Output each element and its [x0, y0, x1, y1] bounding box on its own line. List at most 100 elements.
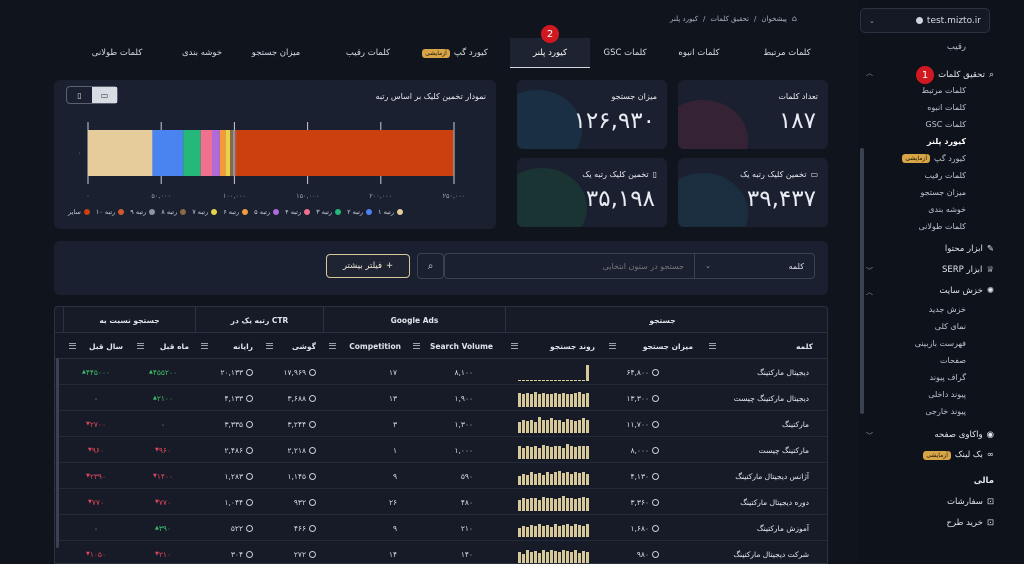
- table-row[interactable]: آموزش مارکتینگ ۱,۶۸۰ ۲۱۰ ۹ ۴۶۶ ۵۲۲ ۳۹۰ ▲ ۰: [55, 515, 827, 541]
- desktop-view-button[interactable]: ▭: [92, 87, 117, 103]
- sidebar-item-serp-tools[interactable]: ♕ ابزار SERP: [941, 265, 994, 275]
- zoom-icon[interactable]: [652, 446, 659, 454]
- column-menu-icon[interactable]: [413, 343, 420, 349]
- sidebar-scrollbar[interactable]: [860, 148, 864, 414]
- bar-segment-9[interactable]: [235, 130, 237, 176]
- sidebar-subitem[interactable]: کیورد گپ آزمایشی: [902, 154, 966, 163]
- legend-item[interactable]: رتبه ۲: [347, 208, 373, 216]
- zoom-icon[interactable]: [246, 498, 253, 506]
- zoom-icon[interactable]: [246, 550, 253, 558]
- bar-segment-6[interactable]: [225, 130, 231, 176]
- bar-segment-10[interactable]: [236, 130, 454, 176]
- column-menu-icon[interactable]: [511, 343, 518, 349]
- table-row[interactable]: دوره دیجیتال مارکتینگ ۳,۳۶۰ ۴۸۰ ۲۶ ۹۳۲ ۱,۰۴۴ ۷…: [55, 489, 827, 515]
- tab-4[interactable]: کیورد گپ آزمایشی: [402, 38, 508, 68]
- table-row[interactable]: مارکتینگ ۱۱,۷۰۰ ۱,۳۰۰ ۳ ۳,۲۴۴ ۳,۳۳۵ ۰ ۲۷۰۰ ▼: [55, 411, 827, 437]
- zoom-icon[interactable]: [246, 420, 253, 428]
- sidebar-subitem[interactable]: گراف پیوند: [929, 373, 966, 382]
- bar-segment-3[interactable]: [200, 130, 213, 176]
- mobile-view-button[interactable]: ▯: [67, 87, 92, 103]
- sidebar-item-buy-plan[interactable]: ⊡ خرید طرح: [946, 518, 994, 528]
- table-row[interactable]: دیجیتال مارکتینگ ۶۴,۸۰۰ ۸,۱۰۰ ۱۷ ۱۷,۹۶۹ ۲۰,۱۳…: [55, 359, 827, 385]
- zoom-icon[interactable]: [246, 524, 253, 532]
- column-header-keyword[interactable]: کلمه: [703, 333, 819, 359]
- table-row[interactable]: شرکت دیجیتال مارکتینگ ۹۸۰ ۱۴۰ ۱۴ ۲۷۲ ۳۰۴ ۲۱۰ ▼…: [55, 541, 827, 563]
- column-header-mobile[interactable]: گوشی: [260, 333, 322, 359]
- chevron-down-icon[interactable]: ﹀: [866, 267, 873, 275]
- table-row[interactable]: آژانس دیجیتال مارکتینگ ۴,۱۳۰ ۵۹۰ ۹ ۱,۱۴۵ ۱,۲۸…: [55, 463, 827, 489]
- zoom-icon[interactable]: [652, 420, 659, 428]
- sidebar-subitem[interactable]: نمای کلی: [934, 322, 966, 331]
- tab-2[interactable]: کلمات GSC: [594, 38, 656, 68]
- tab-6[interactable]: میزان جستجو: [244, 38, 308, 68]
- tab-5[interactable]: کلمات رقیب: [338, 38, 398, 68]
- tab-1[interactable]: کلمات انبوه: [668, 38, 730, 68]
- zoom-icon[interactable]: [309, 446, 316, 454]
- tab-3[interactable]: کیورد پلنر: [510, 38, 590, 68]
- sidebar-item-content-tools[interactable]: ✎ ابزار محتوا: [944, 244, 994, 254]
- sidebar-item-page-audit[interactable]: ◉ واکاوی صفحه: [934, 430, 994, 440]
- sidebar-item-research[interactable]: ⌕ تحقیق کلمات 1: [916, 66, 994, 84]
- table-row[interactable]: مارکتینگ چیست ۸,۰۰۰ ۱,۰۰۰ ۱ ۲,۲۱۸ ۲,۴۸۶ ۹۶۰ ▼ ۹…: [55, 437, 827, 463]
- sidebar-subitem[interactable]: کلمات GSC: [925, 120, 966, 129]
- tab-0[interactable]: کلمات مرتبط: [756, 38, 818, 68]
- sidebar-subitem[interactable]: پیوند خارجی: [925, 407, 966, 416]
- bar-segment-0[interactable]: [88, 130, 153, 176]
- chevron-up-icon[interactable]: ︿: [866, 288, 873, 296]
- legend-item[interactable]: رتبه ۹: [130, 208, 156, 216]
- sidebar-item-competitor[interactable]: رقیب: [946, 42, 966, 52]
- zoom-icon[interactable]: [246, 368, 253, 376]
- column-menu-icon[interactable]: [69, 343, 76, 349]
- chevron-up-icon[interactable]: ︿: [866, 69, 873, 77]
- zoom-icon[interactable]: [246, 394, 253, 402]
- sidebar-subitem[interactable]: میزان جستجو: [920, 188, 966, 197]
- column-header-year[interactable]: سال قبل: [63, 333, 129, 359]
- home-icon[interactable]: ⌂: [791, 14, 797, 23]
- more-filters-button[interactable]: + فیلتر بیشتر: [326, 254, 410, 278]
- legend-item[interactable]: سایر: [68, 208, 90, 216]
- zoom-icon[interactable]: [309, 394, 316, 402]
- column-menu-icon[interactable]: [609, 343, 616, 349]
- bar-segment-8[interactable]: [232, 130, 236, 176]
- zoom-icon[interactable]: [246, 446, 253, 454]
- legend-item[interactable]: رتبه ۳: [316, 208, 342, 216]
- zoom-icon[interactable]: [652, 524, 659, 532]
- legend-item[interactable]: رتبه ۱۰: [96, 208, 125, 216]
- zoom-icon[interactable]: [246, 472, 253, 480]
- breadcrumb-item[interactable]: پیشخوان: [761, 14, 787, 23]
- column-header-volume[interactable]: میزان جستجو: [603, 333, 699, 359]
- sidebar-subitem[interactable]: خزش جدید: [928, 305, 966, 314]
- sidebar-subitem[interactable]: کلمات انبوه: [927, 103, 966, 112]
- sidebar-subitem[interactable]: پیوند داخلی: [928, 390, 966, 399]
- sidebar-subitem[interactable]: کلمات مرتبط: [921, 86, 966, 95]
- sidebar-item-crawl[interactable]: ✺ خزش سایت: [939, 286, 994, 296]
- legend-item[interactable]: رتبه ۶: [223, 208, 249, 216]
- zoom-icon[interactable]: [652, 498, 659, 506]
- sidebar-subitem[interactable]: کلمات طولانی: [918, 222, 966, 231]
- zoom-icon[interactable]: [309, 498, 316, 506]
- column-header-comp[interactable]: Competition: [323, 333, 407, 359]
- zoom-icon[interactable]: [309, 368, 316, 376]
- sidebar-item-backlink[interactable]: ∞ بک لینک آزمایشی: [923, 450, 994, 460]
- sidebar-subitem[interactable]: کلمات رقیب: [924, 171, 966, 180]
- column-header-month[interactable]: ماه قبل: [131, 333, 195, 359]
- zoom-icon[interactable]: [652, 550, 659, 558]
- zoom-icon[interactable]: [652, 394, 659, 402]
- sidebar-subitem[interactable]: کیورد پلنر: [927, 137, 966, 146]
- legend-item[interactable]: رتبه ۸: [161, 208, 187, 216]
- column-menu-icon[interactable]: [266, 343, 273, 349]
- legend-item[interactable]: رتبه ۴: [285, 208, 311, 216]
- table-scrollbar[interactable]: [56, 358, 59, 548]
- table-row[interactable]: دیجیتال مارکتینگ چیست ۱۳,۳۰۰ ۱,۹۰۰ ۱۳ ۳,۶۸۸ ۴…: [55, 385, 827, 411]
- sidebar-item-orders[interactable]: ⊡ سفارشات: [947, 497, 994, 507]
- zoom-icon[interactable]: [652, 472, 659, 480]
- legend-item[interactable]: رتبه ۵: [254, 208, 280, 216]
- column-menu-icon[interactable]: [709, 343, 716, 349]
- sidebar-subitem[interactable]: خوشه بندی: [928, 205, 966, 214]
- legend-item[interactable]: رتبه ۷: [192, 208, 218, 216]
- column-header-desktop[interactable]: رایانه: [195, 333, 259, 359]
- sidebar-subitem[interactable]: فهرست بازبینی: [914, 339, 966, 348]
- column-menu-icon[interactable]: [329, 343, 336, 349]
- bar-segment-1[interactable]: [152, 130, 184, 176]
- chevron-down-icon[interactable]: ﹀: [866, 432, 873, 440]
